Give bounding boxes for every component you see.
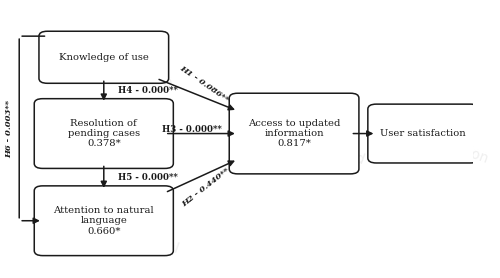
- Text: H3 - 0.000**: H3 - 0.000**: [162, 125, 222, 134]
- FancyBboxPatch shape: [368, 104, 478, 163]
- Text: Knowledge of use: Knowledge of use: [59, 53, 148, 62]
- Text: Attention to natural
language
0.660*: Attention to natural language 0.660*: [54, 206, 154, 236]
- FancyBboxPatch shape: [39, 31, 168, 83]
- Text: H2 - 0.440**: H2 - 0.440**: [180, 166, 232, 208]
- Text: Knowledge of use: Knowledge of use: [52, 35, 174, 91]
- Text: H4 - 0.000**: H4 - 0.000**: [118, 86, 178, 95]
- Text: Resolution of
pending cases
0.378*: Resolution of pending cases 0.378*: [68, 119, 140, 148]
- FancyBboxPatch shape: [34, 186, 173, 255]
- Text: User satisfaction: User satisfaction: [375, 112, 490, 166]
- Text: Resolution of: Resolution of: [68, 117, 158, 161]
- Text: H6 - 0.003**: H6 - 0.003**: [5, 99, 13, 158]
- Text: Access to updated
information
0.817*: Access to updated information 0.817*: [248, 119, 340, 148]
- Text: User satisfaction: User satisfaction: [380, 129, 466, 138]
- Text: H5 - 0.000**: H5 - 0.000**: [118, 173, 178, 182]
- Text: Attention to natural: Attention to natural: [46, 196, 180, 256]
- Text: H1 - 0.086**: H1 - 0.086**: [178, 64, 231, 104]
- Text: Access to updated: Access to updated: [240, 110, 366, 168]
- FancyBboxPatch shape: [34, 99, 173, 168]
- FancyBboxPatch shape: [229, 93, 359, 174]
